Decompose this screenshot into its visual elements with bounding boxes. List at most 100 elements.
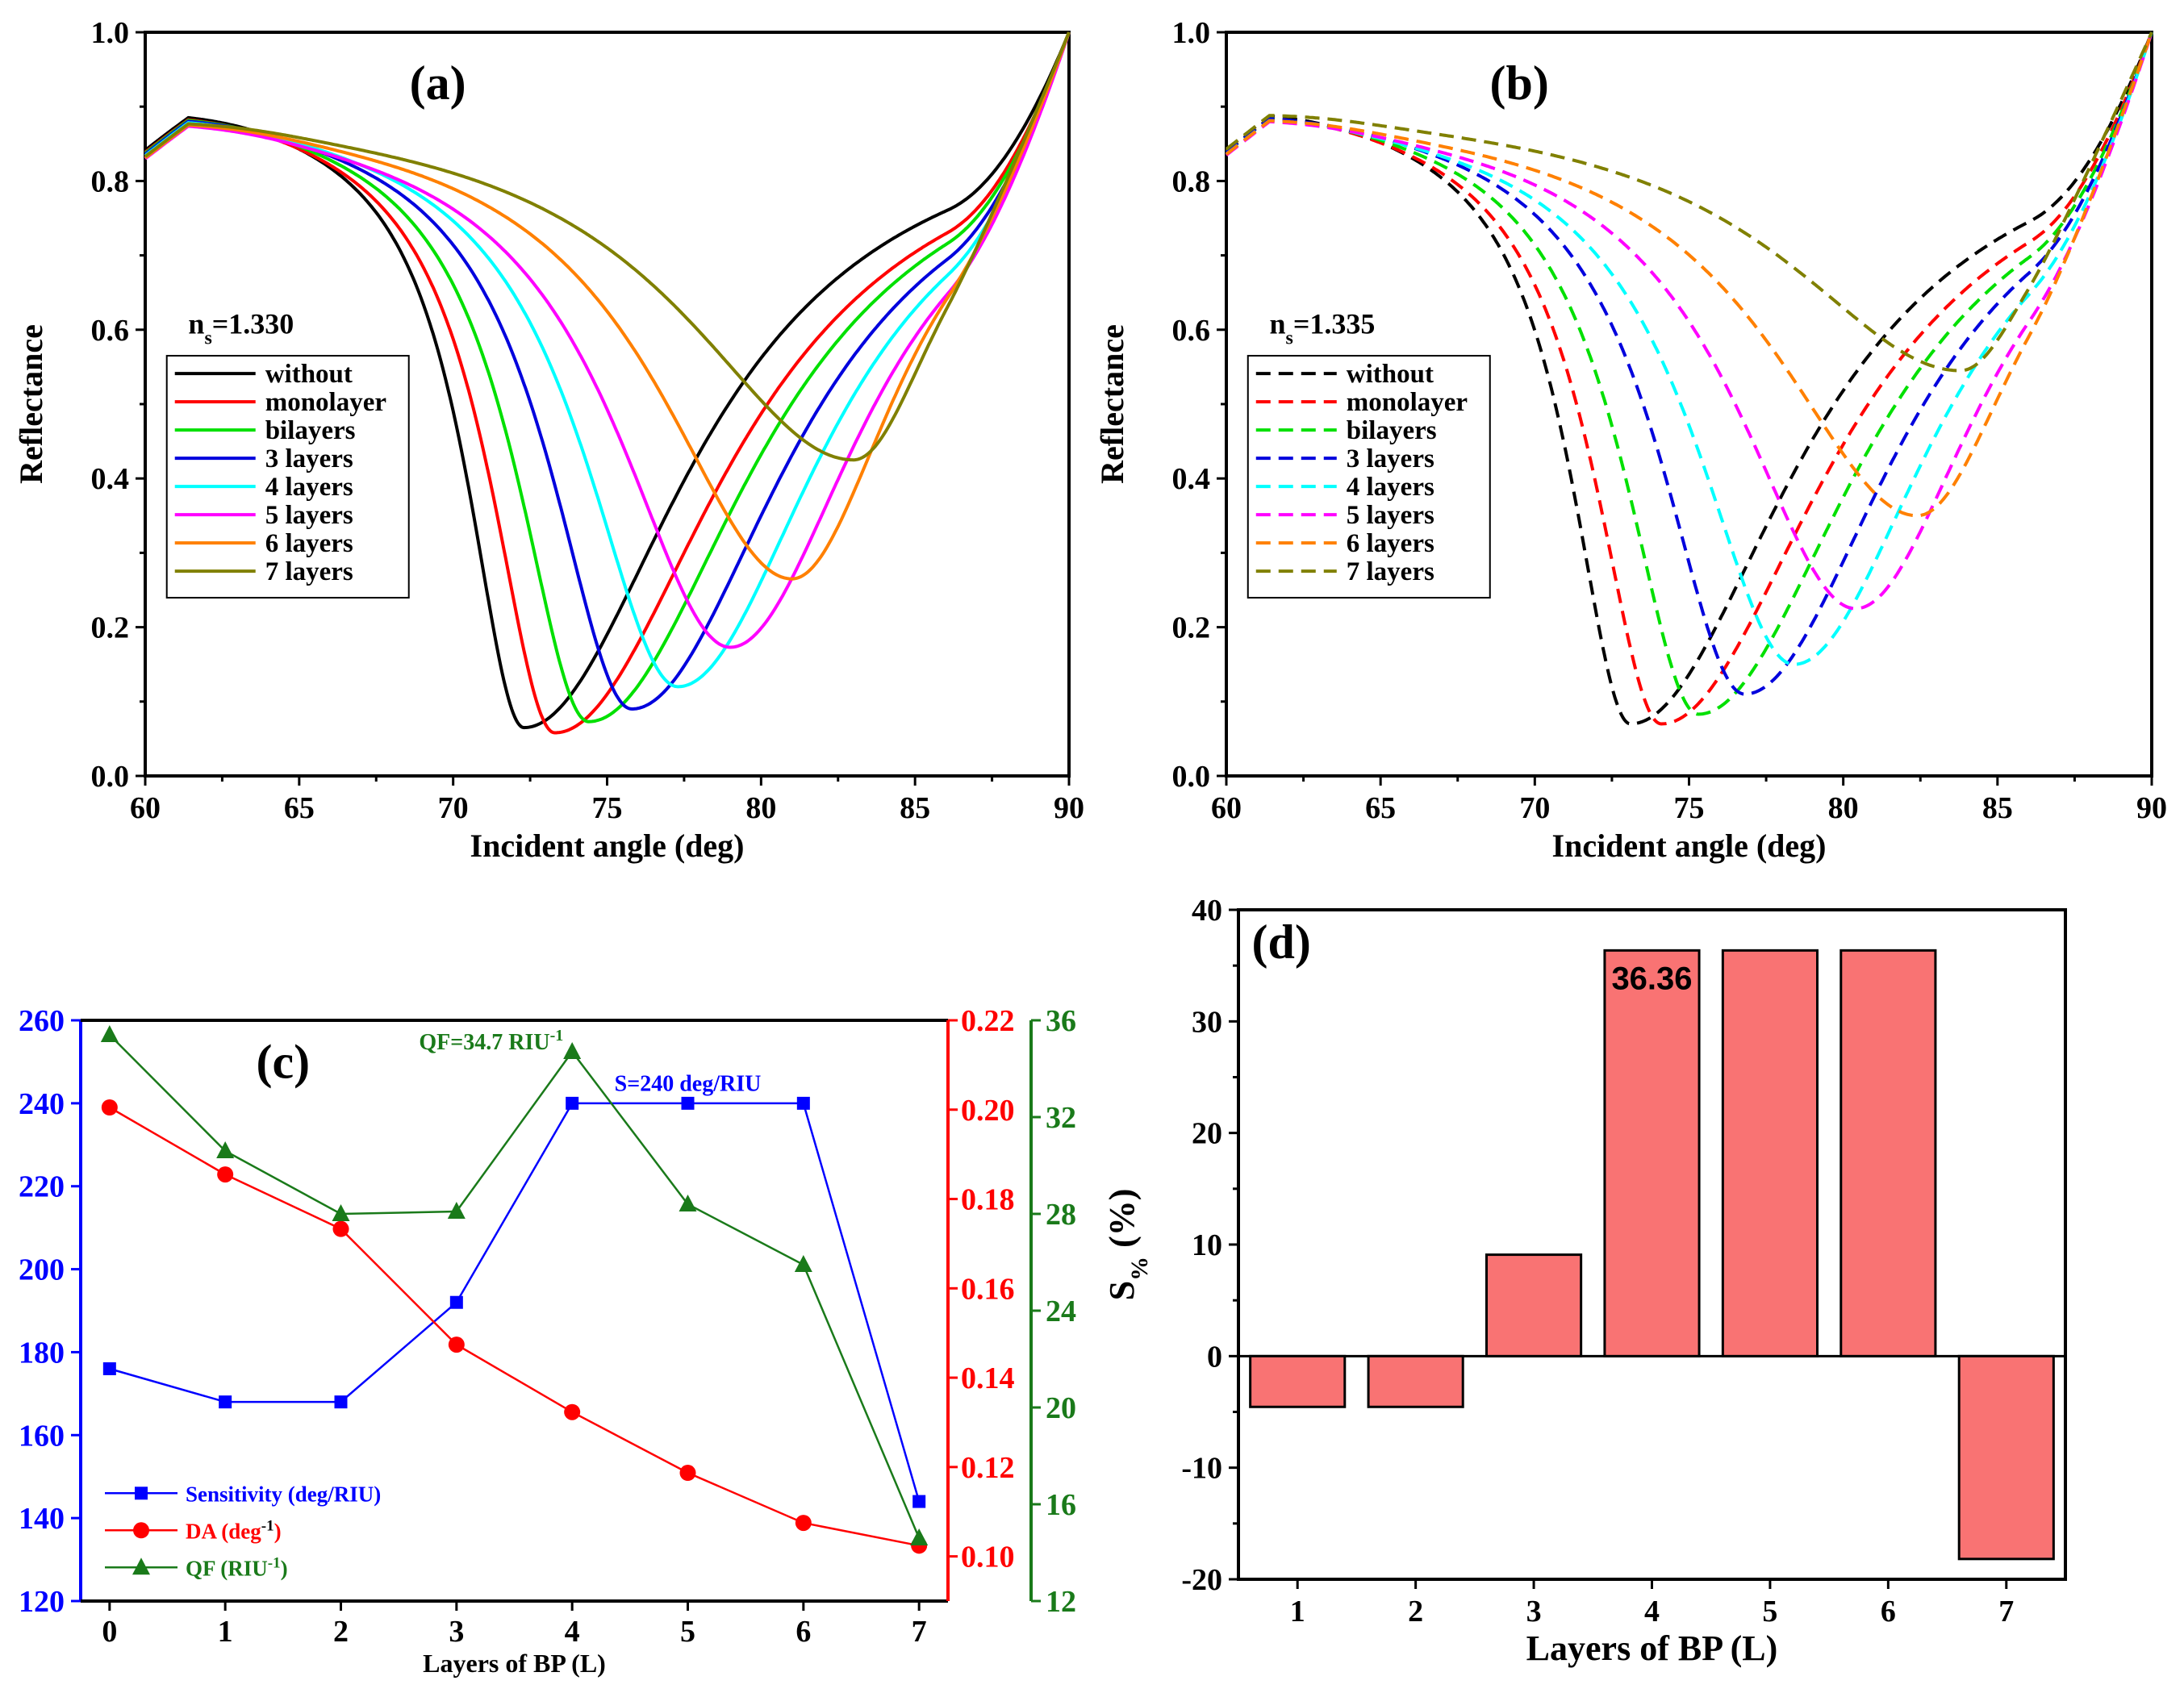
- series-line-5-layers: [144, 31, 1071, 649]
- panel-label: (b): [1490, 56, 1549, 110]
- data-point-sensitivity: [102, 1362, 116, 1375]
- x-tick-label: 1: [218, 1615, 233, 1649]
- bar-layer-4: [1603, 949, 1701, 1357]
- x-tick-label: 65: [1365, 791, 1396, 825]
- legend-label: Sensitivity (deg/RIU): [186, 1482, 381, 1506]
- x-tick-label: 90: [2136, 791, 2167, 825]
- right-da-tick-label: 0.14: [961, 1361, 1015, 1395]
- data-point-da: [332, 1220, 349, 1237]
- y-tick-label: 0.6: [91, 314, 130, 348]
- right-da-tick-label: 0.20: [961, 1094, 1015, 1128]
- x-tick-label: 75: [1674, 791, 1705, 825]
- series-line-7-layers: [144, 31, 1071, 462]
- x-tick-label: 6: [1881, 1595, 1896, 1628]
- x-tick-label: 60: [1211, 791, 1242, 825]
- left-tick-label: 160: [19, 1419, 65, 1453]
- data-point-sensitivity: [796, 1096, 810, 1110]
- y-tick-label: 1.0: [1172, 16, 1211, 50]
- y-axis-label: Reflectance: [1094, 324, 1130, 484]
- legend-label: without: [1347, 360, 1434, 389]
- y-tick-label: 0.4: [91, 462, 130, 496]
- y-tick-label: 0.2: [91, 611, 130, 645]
- right-qf-tick-label: 32: [1046, 1101, 1076, 1135]
- data-point-da: [217, 1166, 234, 1183]
- legend-label: monolayer: [1347, 388, 1468, 417]
- left-tick-label: 180: [19, 1336, 65, 1370]
- legend-marker: [132, 1557, 150, 1575]
- data-point-qf: [332, 1204, 350, 1221]
- x-tick-label: 5: [1762, 1595, 1777, 1628]
- right-qf-tick-label: 16: [1046, 1488, 1076, 1522]
- data-point-sensitivity: [912, 1495, 926, 1508]
- y-tick-label: 1.0: [91, 16, 130, 50]
- legend-box: [1247, 355, 1491, 599]
- y-tick-label: 0.0: [91, 760, 130, 794]
- x-tick-label: 4: [565, 1615, 580, 1649]
- bar-layer-7: [1957, 1354, 2055, 1561]
- y-axis-label: S% (%): [1102, 1189, 1153, 1301]
- legend-label: 3 layers: [265, 444, 353, 473]
- left-tick-label: 120: [19, 1585, 65, 1619]
- legend-label: 4 layers: [1347, 473, 1434, 502]
- x-tick-label: 4: [1644, 1595, 1660, 1628]
- data-point-qf: [100, 1025, 119, 1042]
- left-tick-label: 240: [19, 1087, 65, 1121]
- panel-a-reflectance-chart: 60 65 70 75 80 85 90 0.0 0.2 0.4 0.6 0.8 1.0 Incident…: [13, 16, 1084, 864]
- y-tick-label: 40: [1192, 894, 1222, 928]
- qf-peak-annotation: QF=34.7 RIU-1: [419, 1027, 563, 1055]
- x-tick-label: 7: [912, 1615, 927, 1649]
- x-tick-label: 90: [1054, 791, 1084, 825]
- x-tick-label: 3: [449, 1615, 464, 1649]
- legend-label: bilayers: [265, 416, 356, 445]
- x-tick-label: 1: [1290, 1595, 1305, 1628]
- right-qf-tick-label: 24: [1046, 1295, 1076, 1328]
- data-point-sensitivity: [449, 1295, 463, 1309]
- y-tick-label: 0.2: [1172, 611, 1211, 645]
- x-tick-label: 85: [900, 791, 930, 825]
- data-point-da: [101, 1099, 118, 1115]
- left-tick-label: 140: [19, 1502, 65, 1536]
- right-qf-tick-label: 20: [1046, 1391, 1076, 1425]
- x-tick-label: 65: [284, 791, 315, 825]
- x-tick-label: 5: [680, 1615, 695, 1649]
- x-tick-label: 75: [592, 791, 623, 825]
- data-point-da: [564, 1403, 581, 1420]
- right-qf-tick-label: 36: [1046, 1004, 1076, 1038]
- x-tick-label: 2: [1408, 1595, 1423, 1628]
- x-tick-label: 6: [796, 1615, 811, 1649]
- panel-label: (a): [410, 56, 466, 110]
- bar-layer-1: [1249, 1354, 1347, 1408]
- series-line-bilayers: [1225, 31, 2153, 716]
- bar-layer-2: [1367, 1354, 1464, 1408]
- y-tick-label: 0.6: [1172, 314, 1211, 348]
- y-tick-label: -20: [1181, 1563, 1222, 1597]
- series-line-5-layers: [1225, 31, 2153, 611]
- legend-label: 4 layers: [265, 473, 353, 502]
- y-tick-label: 0.8: [1172, 165, 1211, 198]
- data-point-sensitivity: [219, 1395, 232, 1409]
- bar-value-label: 36.36: [1611, 961, 1692, 996]
- panel-b-reflectance-chart: 60 65 70 75 80 85 90 0.0 0.2 0.4 0.6 0.8 1.0 Incident…: [1094, 16, 2167, 864]
- right-da-tick-label: 0.12: [961, 1451, 1015, 1485]
- data-point-qf: [563, 1042, 582, 1059]
- legend-marker: [135, 1487, 148, 1500]
- series-line-monolayer: [144, 31, 1071, 735]
- right-da-tick-label: 0.18: [961, 1183, 1015, 1217]
- y-tick-label: 10: [1192, 1228, 1222, 1262]
- data-point-sensitivity: [681, 1096, 695, 1110]
- data-point-da: [795, 1515, 812, 1532]
- panel-label: (c): [257, 1036, 311, 1089]
- panel-c-performance-chart: 1201401601802002202402600.100.120.140.16…: [19, 1004, 1076, 1678]
- series-line-left: [109, 1102, 921, 1502]
- bar-layer-6: [1839, 949, 1937, 1357]
- left-tick-label: 200: [19, 1253, 65, 1287]
- legend-label: 5 layers: [265, 501, 353, 530]
- data-point-qf: [679, 1195, 697, 1211]
- legend-box: [165, 355, 410, 599]
- legend-marker: [133, 1522, 149, 1539]
- right-qf-tick-label: 12: [1046, 1585, 1076, 1619]
- legend-label: 5 layers: [1347, 501, 1434, 530]
- data-point-da: [448, 1336, 465, 1353]
- right-qf-tick-label: 28: [1046, 1198, 1076, 1232]
- panel-d-bar-chart: -20 -10 0 10 20 30 40 1 2 3 4 5 6 7 36.36 (d) Layers of …: [1102, 894, 2067, 1668]
